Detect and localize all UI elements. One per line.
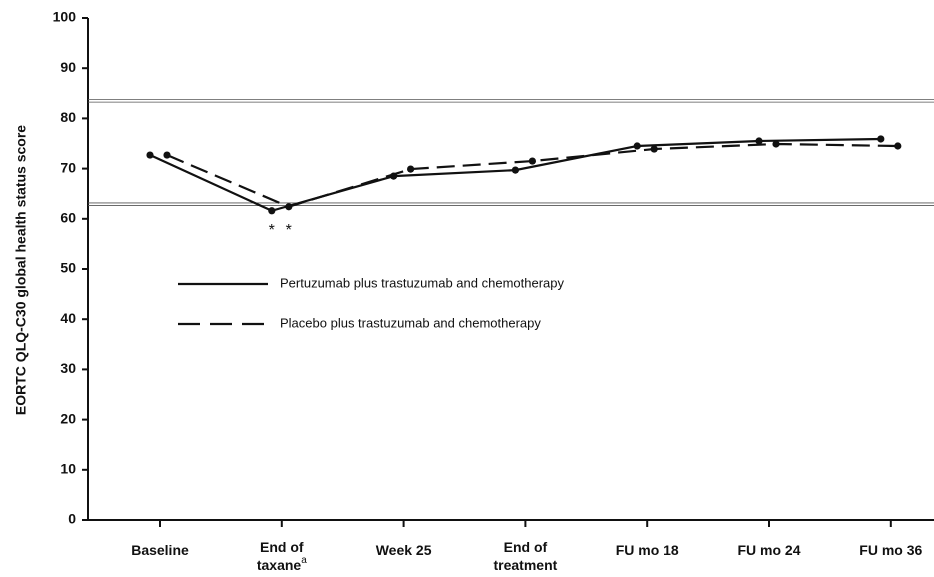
y-tick-label: 40 [60,310,76,326]
y-tick-label: 90 [60,59,76,75]
x-tick-label: FU mo 18 [616,542,679,558]
data-point [146,151,154,159]
data-point [877,135,885,143]
y-tick-label: 50 [60,260,76,276]
y-tick-label: 70 [60,159,76,175]
data-point [163,151,171,159]
series-line [149,137,881,212]
y-tick-label: 30 [60,360,76,376]
data-point [633,142,641,150]
data-point [407,165,415,173]
legend-label: Placebo plus trastuzumab and chemotherap… [280,315,541,330]
data-point [285,203,293,211]
x-tick-label: End of taxanea [257,539,307,573]
data-point [772,140,780,148]
data-point [894,142,902,150]
annotation: * [269,222,275,239]
data-point [268,207,276,215]
data-point [528,157,537,165]
legend-label: Pertuzumab plus trastuzumab and chemothe… [280,275,564,290]
annotation: * [286,222,292,239]
data-point [755,137,763,145]
y-tick-label: 10 [60,461,76,477]
footnote-marker: a [301,555,307,566]
y-tick-label: 80 [60,109,76,125]
y-tick-label: 60 [60,210,76,226]
data-point [511,166,519,174]
x-tick-label: FU mo 24 [737,542,800,558]
y-tick-label: 20 [60,410,76,426]
y-tick-label: 0 [68,511,76,527]
data-point [650,145,658,153]
x-tick-label: Baseline [131,542,189,558]
x-tick-label: Week 25 [376,542,432,558]
series-line [166,142,898,208]
x-tick-label: End of treatment [494,539,558,573]
y-axis-label: EORTC QLQ-C30 global health status score [13,125,29,415]
x-tick-label: FU mo 36 [859,542,922,558]
y-tick-label: 100 [53,9,77,25]
